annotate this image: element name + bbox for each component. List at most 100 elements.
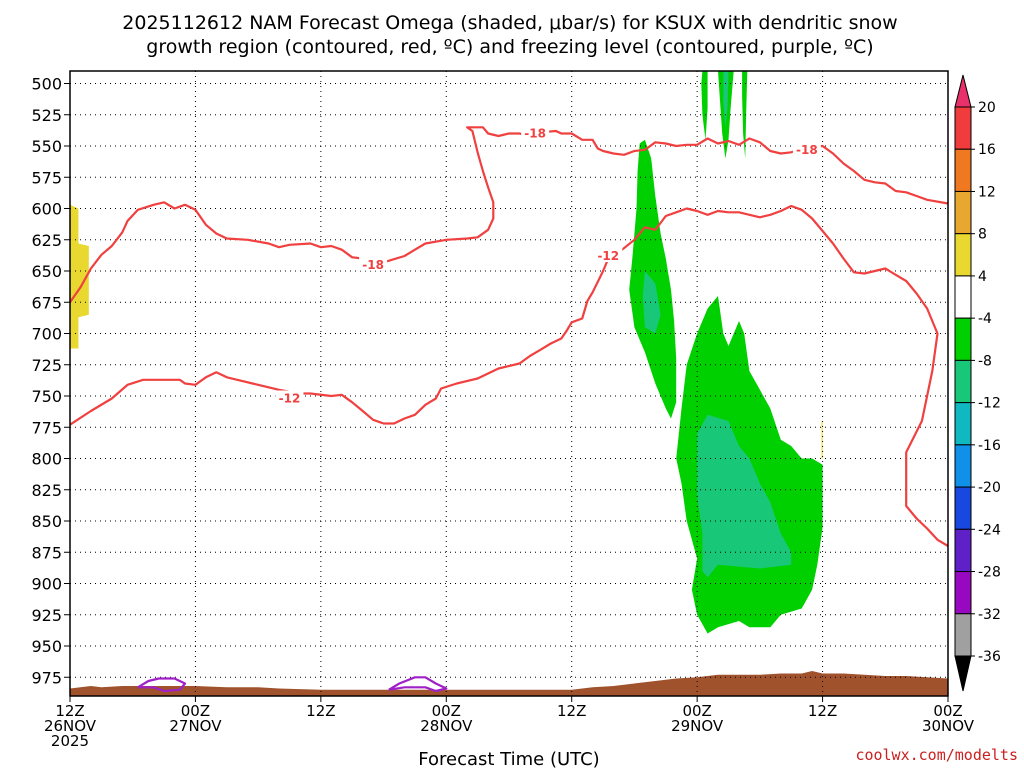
ytick-label-725: 725: [31, 356, 62, 375]
contour-3: [388, 676, 448, 693]
omega-region-5: [701, 71, 708, 140]
contour-label-bg-4: [275, 390, 304, 405]
contour-0: [69, 204, 949, 547]
colorbar-box-12: [954, 613, 972, 657]
contour-label-3: -12: [597, 249, 619, 263]
omega-shading-layer: [70, 71, 823, 634]
colorbar-box-1: [954, 148, 972, 192]
colorbar-label-5: -4: [978, 311, 992, 327]
contour-label-bg-2: [359, 256, 388, 271]
contour-labels: -18 -18 -18 -12 -12: [275, 125, 821, 406]
omega-region-0: [70, 204, 89, 349]
terrain-ground: [70, 671, 948, 696]
xtick-label-1-1: 27NOV: [169, 717, 222, 735]
colorbar-label-10: -24: [978, 522, 1001, 538]
colorbar-label-13: -36: [978, 649, 1001, 665]
ytick-label-900: 900: [31, 575, 62, 594]
colorbar-box-10: [954, 528, 972, 573]
omega-region-1: [629, 139, 677, 419]
colorbar-label-6: -8: [978, 353, 992, 369]
omega-region-9: [821, 421, 823, 459]
contour-label-2: -18: [362, 258, 384, 272]
colorbar-box-0: [954, 106, 972, 150]
colorbar-bottom-arrow: [954, 655, 972, 692]
colorbar-box-9: [954, 486, 972, 530]
ytick-label-575: 575: [31, 168, 62, 187]
xtick-label-5-1: 29NOV: [671, 717, 724, 735]
colorbar-label-12: -32: [978, 607, 1001, 623]
contour-label-bg-3: [594, 248, 623, 262]
contour-label-4: -12: [279, 392, 301, 406]
colorbar-label-0: 20: [978, 100, 996, 116]
plot-area: -18 -18 -18 -12 -12: [69, 70, 949, 697]
colorbar-box-4: [954, 275, 972, 319]
chart-title-line2: growth region (contoured, red, ºC) and f…: [146, 36, 873, 58]
credit-text: coolwx.com/modelts: [855, 746, 1018, 764]
colorbar-label-9: -20: [978, 480, 1001, 496]
colorbar-label-4: 4: [978, 269, 987, 285]
xtick-label-3-1: 28NOV: [420, 717, 473, 735]
ytick-label-775: 775: [31, 418, 62, 437]
ytick-label-500: 500: [31, 75, 62, 94]
ytick-label-750: 750: [31, 387, 62, 406]
colorbar-box-7: [954, 402, 972, 446]
ytick-label-700: 700: [31, 325, 62, 344]
colorbar-box-8: [954, 444, 972, 488]
contour-label-0: -18: [524, 127, 546, 141]
contour-label-bg-0: [521, 125, 550, 140]
contour-label-bg-1: [792, 141, 821, 156]
ytick-label-975: 975: [31, 668, 62, 687]
xtick-label-5-0: 00Z: [682, 702, 711, 720]
xtick-label-6-0: 12Z: [808, 702, 837, 720]
ytick-label-825: 825: [31, 481, 62, 500]
ytick-label-625: 625: [31, 231, 62, 250]
plot-frame: [69, 70, 949, 697]
xtick-label-7-1: 30NOV: [922, 717, 975, 735]
ytick-label-925: 925: [31, 606, 62, 625]
xtick-label-0-1: 26NOV: [44, 717, 97, 735]
colorbar-label-7: -12: [978, 396, 1001, 412]
x-axis-label: Forecast Time (UTC): [418, 749, 599, 768]
ground-layer: [70, 671, 948, 696]
xtick-label-3-0: 00Z: [432, 702, 461, 720]
omega-region-8: [723, 71, 729, 128]
chart-title-line1: 2025112612 NAM Forecast Omega (shaded, μ…: [122, 12, 897, 34]
gridlines: [70, 71, 948, 696]
ytick-label-800: 800: [31, 450, 62, 469]
ytick-label-600: 600: [31, 200, 62, 219]
xtick-label-2-0: 12Z: [306, 702, 335, 720]
contour-1: [69, 126, 949, 303]
xtick-label-1-0: 00Z: [181, 702, 210, 720]
colorbar-label-1: 16: [978, 142, 996, 158]
ytick-label-950: 950: [31, 637, 62, 656]
ytick-label-875: 875: [31, 543, 62, 562]
contour-layer: [69, 126, 949, 693]
colorbar-top-arrow: [954, 74, 972, 108]
xtick-label-0-2: 2025: [51, 732, 89, 750]
omega-region-4: [697, 414, 792, 578]
colorbar-box-5: [954, 317, 972, 361]
ytick-label-525: 525: [31, 106, 62, 125]
colorbar-label-2: 12: [978, 184, 996, 200]
contour-label-1: -18: [796, 143, 818, 157]
colorbar-box-2: [954, 190, 972, 235]
ytick-label-675: 675: [31, 293, 62, 312]
xtick-label-0-0: 12Z: [55, 702, 84, 720]
omega-region-2: [642, 271, 661, 334]
ytick-label-550: 550: [31, 137, 62, 156]
xtick-label-4-0: 12Z: [557, 702, 586, 720]
colorbar-label-11: -28: [978, 565, 1001, 581]
colorbar: 20 16 12 8 4 -4 -8 -12 -16 -20 -24 -28 -32 -36: [954, 74, 1001, 692]
colorbar-box-11: [954, 571, 972, 615]
contour-2: [137, 677, 187, 693]
colorbar-label-8: -16: [978, 438, 1001, 454]
y-axis-ticks: 500 525 550 575 600 625 650 675 700 725 750 775 800 8…: [31, 75, 70, 687]
ytick-label-850: 850: [31, 512, 62, 531]
colorbar-label-3: 8: [978, 227, 987, 243]
ytick-label-650: 650: [31, 262, 62, 281]
colorbar-box-6: [954, 359, 972, 404]
colorbar-box-3: [954, 233, 972, 277]
omega-region-7: [742, 71, 748, 159]
